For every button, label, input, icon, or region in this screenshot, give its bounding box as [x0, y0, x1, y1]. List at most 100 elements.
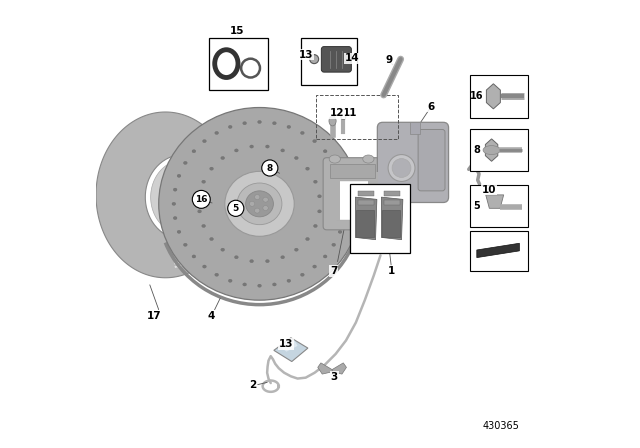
Ellipse shape: [184, 161, 188, 164]
Text: 5: 5: [233, 204, 239, 213]
Text: 9: 9: [386, 55, 393, 65]
Polygon shape: [282, 340, 298, 352]
Ellipse shape: [263, 197, 268, 202]
Ellipse shape: [306, 237, 309, 241]
Ellipse shape: [323, 255, 327, 258]
Ellipse shape: [258, 121, 261, 124]
FancyBboxPatch shape: [378, 122, 449, 202]
Ellipse shape: [323, 150, 327, 153]
Bar: [301, 38, 356, 85]
Text: 430365: 430365: [483, 422, 520, 431]
Ellipse shape: [177, 174, 181, 177]
Ellipse shape: [317, 210, 321, 213]
Ellipse shape: [266, 259, 269, 263]
Ellipse shape: [237, 183, 282, 224]
Ellipse shape: [192, 255, 196, 258]
Polygon shape: [355, 197, 377, 240]
Polygon shape: [332, 363, 346, 374]
Ellipse shape: [202, 224, 205, 228]
Bar: [316, 95, 398, 139]
Bar: [470, 75, 528, 117]
Ellipse shape: [281, 256, 285, 259]
Text: 13: 13: [279, 339, 294, 349]
Ellipse shape: [329, 116, 336, 126]
Text: 1: 1: [388, 266, 396, 276]
Ellipse shape: [332, 161, 335, 164]
Bar: [470, 185, 528, 228]
Text: 7: 7: [330, 266, 337, 276]
Text: 3: 3: [331, 372, 338, 382]
Ellipse shape: [243, 122, 246, 125]
Polygon shape: [150, 160, 216, 234]
Ellipse shape: [246, 191, 273, 217]
Text: 14: 14: [345, 53, 360, 63]
Ellipse shape: [306, 167, 309, 170]
Text: 17: 17: [147, 311, 161, 321]
Ellipse shape: [221, 156, 225, 159]
Ellipse shape: [225, 171, 294, 237]
Ellipse shape: [266, 145, 269, 148]
Bar: [350, 184, 410, 253]
Polygon shape: [96, 112, 230, 278]
Polygon shape: [486, 195, 504, 208]
Ellipse shape: [159, 108, 360, 300]
Ellipse shape: [343, 202, 347, 205]
Text: 6: 6: [428, 102, 435, 112]
Ellipse shape: [294, 248, 298, 251]
Ellipse shape: [203, 265, 206, 268]
Ellipse shape: [281, 149, 285, 152]
Ellipse shape: [392, 159, 411, 177]
Ellipse shape: [314, 180, 317, 183]
Ellipse shape: [310, 55, 319, 64]
Bar: [337, 181, 369, 220]
Ellipse shape: [184, 243, 188, 246]
Polygon shape: [381, 197, 403, 240]
Ellipse shape: [255, 194, 260, 199]
Text: 8: 8: [474, 145, 480, 155]
Bar: [383, 191, 400, 196]
Polygon shape: [274, 338, 308, 362]
Ellipse shape: [215, 273, 219, 276]
Bar: [382, 210, 400, 237]
Ellipse shape: [258, 284, 261, 287]
Ellipse shape: [300, 131, 304, 134]
Ellipse shape: [338, 174, 342, 177]
Text: 12: 12: [330, 108, 344, 118]
Text: 2: 2: [249, 380, 257, 390]
Bar: [330, 172, 340, 220]
Ellipse shape: [483, 146, 500, 155]
Bar: [356, 210, 374, 237]
Ellipse shape: [273, 283, 276, 286]
Bar: [410, 122, 420, 134]
Ellipse shape: [215, 131, 219, 134]
Ellipse shape: [198, 210, 202, 213]
Circle shape: [193, 190, 211, 208]
Ellipse shape: [210, 237, 213, 241]
Bar: [209, 38, 268, 90]
Ellipse shape: [192, 150, 196, 153]
Ellipse shape: [287, 279, 291, 282]
Text: 4: 4: [208, 311, 215, 321]
Ellipse shape: [203, 140, 206, 143]
Bar: [470, 129, 528, 171]
Ellipse shape: [329, 155, 340, 163]
Ellipse shape: [243, 283, 246, 286]
Text: 16: 16: [470, 91, 484, 101]
Ellipse shape: [287, 125, 291, 129]
Ellipse shape: [172, 202, 176, 205]
Ellipse shape: [234, 256, 238, 259]
Ellipse shape: [317, 195, 321, 198]
Polygon shape: [317, 363, 332, 374]
FancyBboxPatch shape: [321, 47, 351, 72]
Ellipse shape: [173, 188, 177, 191]
Ellipse shape: [342, 188, 346, 191]
Ellipse shape: [263, 206, 268, 211]
Ellipse shape: [313, 265, 316, 268]
Ellipse shape: [388, 155, 415, 181]
Ellipse shape: [273, 122, 276, 125]
Ellipse shape: [332, 243, 335, 246]
Ellipse shape: [340, 113, 346, 120]
Text: 16: 16: [195, 195, 207, 204]
Polygon shape: [190, 237, 221, 273]
Bar: [358, 200, 374, 205]
